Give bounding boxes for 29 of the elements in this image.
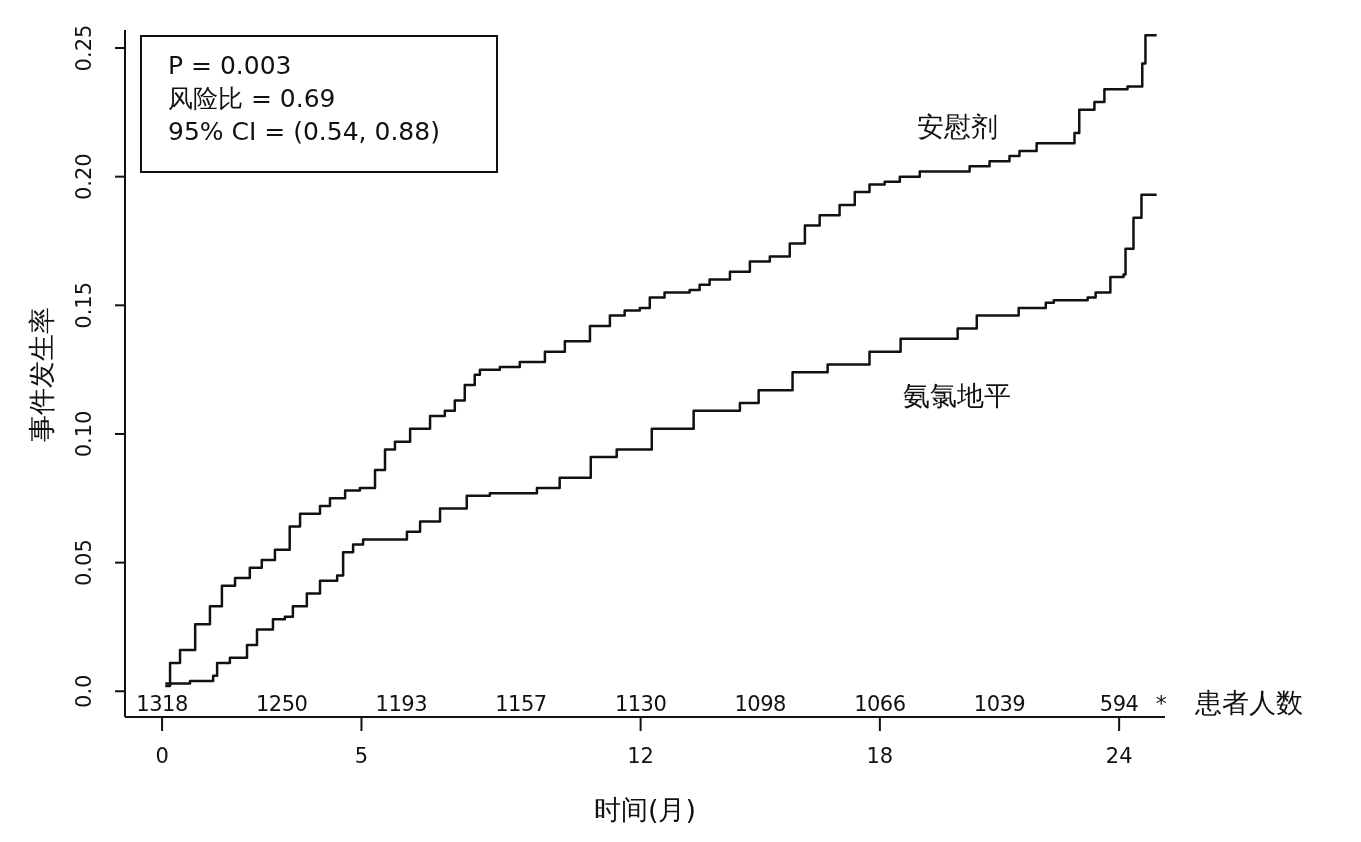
y-tick-label: 0.20 xyxy=(72,153,96,201)
x-tick-label: 24 xyxy=(1105,744,1133,768)
annotation: 1098 xyxy=(733,691,787,718)
annotation: 95% CI = (0.54, 0.88) xyxy=(168,116,441,148)
text: 患者人数 xyxy=(1195,686,1303,720)
annotation: 1039 xyxy=(972,691,1027,718)
annotation: 1193 xyxy=(374,691,429,718)
x-axis-title: 时间(月) xyxy=(592,793,698,827)
annotation: 1066 xyxy=(853,691,907,718)
x-tick-label: 18 xyxy=(866,744,894,768)
y-axis-title: 事件发生率 xyxy=(25,305,58,444)
annotation: 1250 xyxy=(254,691,309,718)
y-tick-label: 0.05 xyxy=(72,539,96,586)
annotation: P = 0.003 xyxy=(168,50,293,82)
annotation: 1157 xyxy=(494,691,548,718)
series-label: 安慰剂 xyxy=(915,109,999,144)
y-tick-label: 0.15 xyxy=(72,281,96,329)
x-tick-label: 12 xyxy=(627,744,654,768)
x-tick-label: 5 xyxy=(354,744,369,768)
annotation: 1130 xyxy=(613,691,668,718)
y-tick-label: 0.25 xyxy=(72,24,96,72)
y-tick-label: 0.0 xyxy=(72,674,96,708)
x-tick-label: 0 xyxy=(155,744,169,768)
series-label: 氨氯地平 xyxy=(902,378,1012,413)
annotation: 594 xyxy=(1099,692,1139,716)
annotation: * xyxy=(1154,690,1168,718)
annotation: 1318 xyxy=(135,691,189,718)
y-tick-label: 0.10 xyxy=(72,410,96,458)
annotation: 风险比 = 0.69 xyxy=(168,83,337,115)
